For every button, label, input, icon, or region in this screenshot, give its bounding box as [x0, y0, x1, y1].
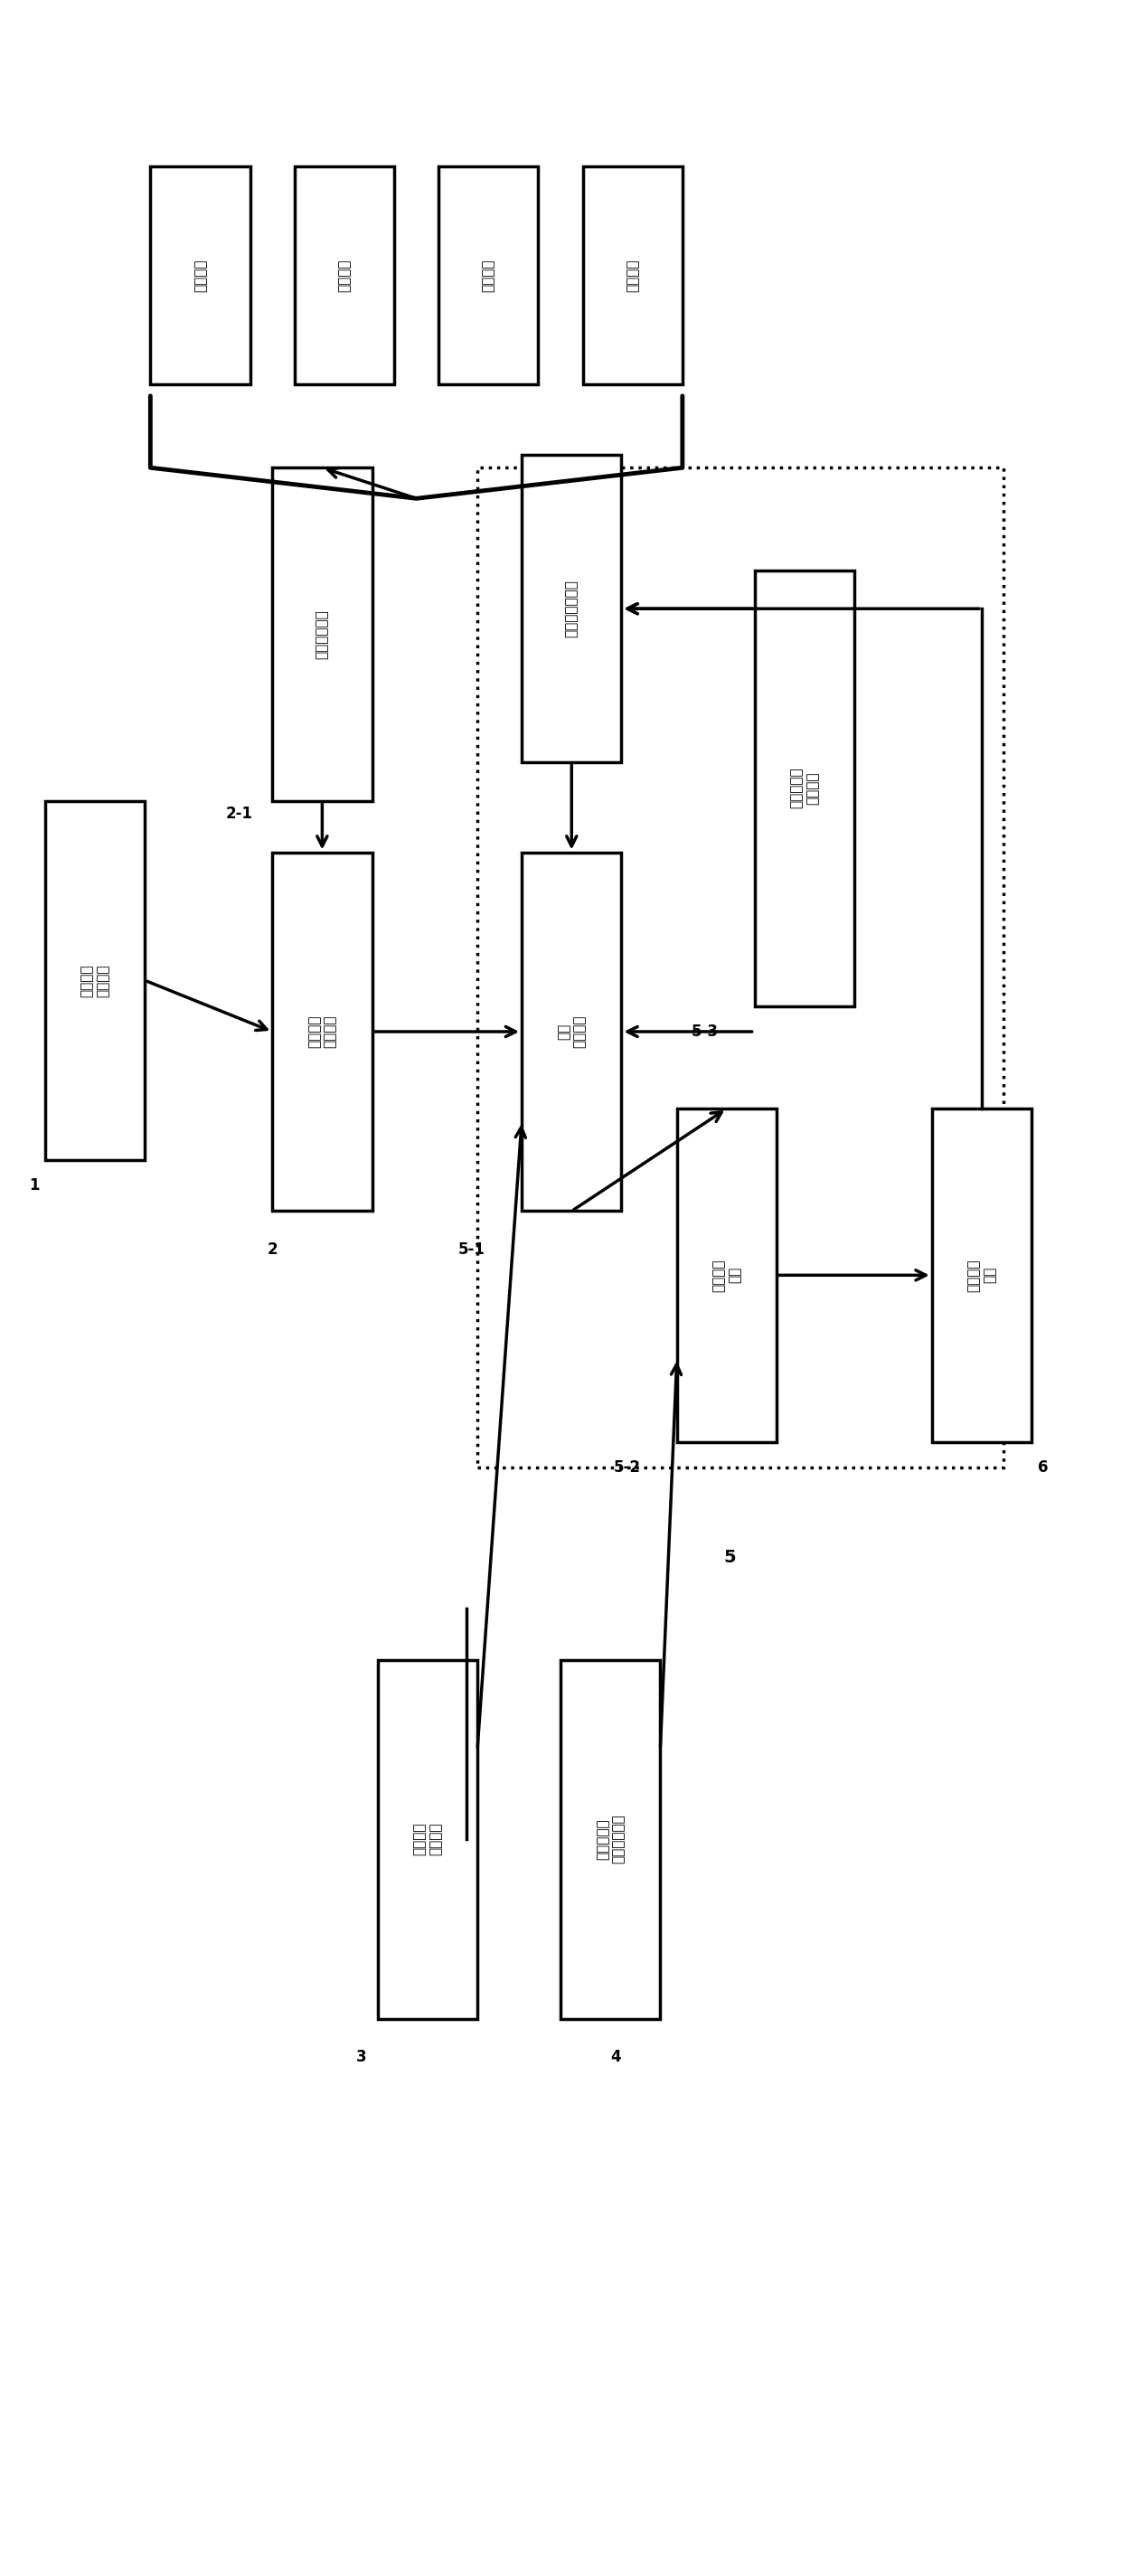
- Bar: [150, 167, 250, 384]
- Text: 热源温度
监测模块: 热源温度 监测模块: [413, 1824, 442, 1855]
- Bar: [378, 1659, 478, 2020]
- Bar: [45, 801, 145, 1159]
- Bar: [583, 167, 683, 384]
- Text: 6: 6: [1037, 1458, 1048, 1476]
- Text: 2-1: 2-1: [225, 806, 252, 822]
- Text: 5-1: 5-1: [458, 1242, 485, 1257]
- Text: 热泵控制
系统: 热泵控制 系统: [967, 1260, 997, 1291]
- Bar: [272, 469, 372, 801]
- Text: 蜂巢池当前能量: 蜂巢池当前能量: [565, 580, 578, 639]
- Text: 天气预报
数据采集: 天气预报 数据采集: [81, 963, 110, 997]
- Bar: [521, 456, 621, 762]
- Text: 蜂巢池温度
监测模块: 蜂巢池温度 监测模块: [789, 768, 819, 809]
- Text: 5: 5: [723, 1548, 735, 1566]
- Text: 4: 4: [611, 2048, 621, 2066]
- Bar: [521, 853, 621, 1211]
- Text: 1: 1: [29, 1177, 39, 1193]
- Text: 建筑形态: 建筑形态: [194, 260, 207, 291]
- Text: 2: 2: [267, 1242, 278, 1257]
- Text: 设备数量: 设备数量: [626, 260, 639, 291]
- Bar: [272, 853, 372, 1211]
- Bar: [560, 1659, 660, 2020]
- Text: 蜂巢控制
模块: 蜂巢控制 模块: [712, 1260, 741, 1291]
- Text: 蜂巢
计算模块: 蜂巢 计算模块: [557, 1015, 586, 1048]
- Bar: [295, 167, 395, 384]
- Bar: [754, 569, 854, 1007]
- Text: 建筑负荷模型: 建筑负荷模型: [315, 611, 328, 659]
- Text: 建筑负荷
计算模块: 建筑负荷 计算模块: [307, 1015, 336, 1048]
- Bar: [438, 167, 538, 384]
- Text: 5-2: 5-2: [613, 1458, 640, 1476]
- Text: 使用人数: 使用人数: [482, 260, 495, 291]
- Text: 功能布局: 功能布局: [337, 260, 351, 291]
- Text: 5-3: 5-3: [691, 1023, 719, 1041]
- Text: 3: 3: [355, 2048, 367, 2066]
- Text: 冷冻水进水
温度监测模块: 冷冻水进水 温度监测模块: [595, 1814, 626, 1865]
- Bar: [478, 469, 1004, 1468]
- Bar: [932, 1108, 1031, 1443]
- Bar: [677, 1108, 777, 1443]
